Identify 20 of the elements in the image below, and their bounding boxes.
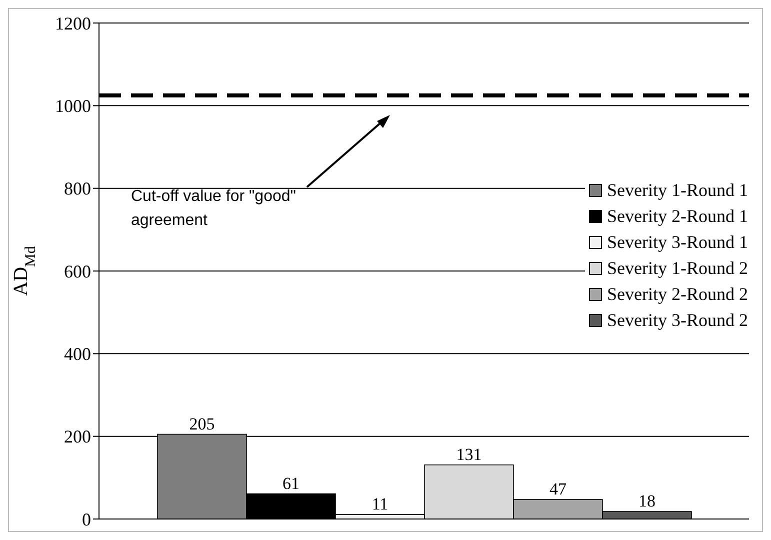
legend-label: Severity 3-Round 1 [607, 232, 748, 252]
y-tick-label: 0 [82, 509, 91, 530]
annotation: Cut-off value for "good" agreement [131, 187, 297, 231]
legend-label: Severity 2-Round 2 [607, 284, 748, 304]
y-tick-label: 600 [64, 261, 91, 282]
legend-label: Severity 3-Round 2 [607, 310, 748, 330]
legend-label: Severity 1-Round 1 [607, 180, 748, 200]
y-tick-label: 800 [64, 178, 91, 199]
y-tick-label: 1200 [55, 13, 91, 34]
y-tick-label: 400 [64, 344, 91, 364]
data-label: 205 [189, 414, 215, 434]
data-label: 131 [456, 444, 482, 464]
data-label: 47 [550, 480, 567, 499]
data-label: 18 [638, 492, 656, 511]
legend-label: Severity 2-Round 1 [607, 206, 748, 226]
data-label: 11 [372, 494, 388, 514]
y-tick-label: 200 [64, 426, 91, 447]
data-label: 61 [282, 474, 300, 493]
y-tick-label: 1000 [55, 96, 91, 116]
legend-label: Severity 1-Round 2 [607, 258, 748, 278]
